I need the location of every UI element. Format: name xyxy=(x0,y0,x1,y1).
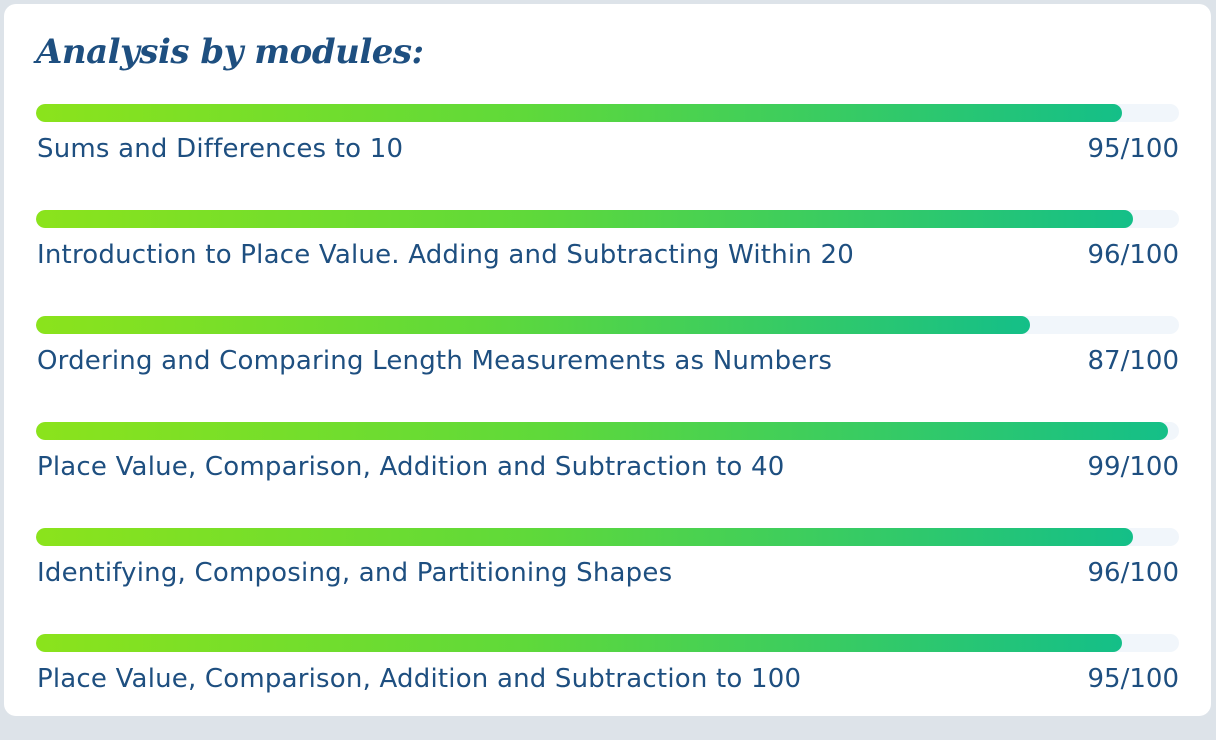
module-score: 95/100 xyxy=(1087,134,1179,164)
progress-fill xyxy=(36,104,1122,122)
module-score: 99/100 xyxy=(1087,452,1179,482)
module-row: Sums and Differences to 10 95/100 xyxy=(36,104,1179,210)
module-row: Place Value, Comparison, Addition and Su… xyxy=(36,634,1179,740)
module-list: Sums and Differences to 10 95/100 Introd… xyxy=(36,104,1179,740)
progress-track xyxy=(36,210,1179,228)
module-score: 96/100 xyxy=(1087,558,1179,588)
progress-fill xyxy=(36,634,1122,652)
progress-fill xyxy=(36,422,1168,440)
module-row: Ordering and Comparing Length Measuremen… xyxy=(36,316,1179,422)
progress-track xyxy=(36,634,1179,652)
card-title: Analysis by modules: xyxy=(36,32,424,72)
module-score: 95/100 xyxy=(1087,664,1179,694)
module-score: 87/100 xyxy=(1087,346,1179,376)
module-row: Identifying, Composing, and Partitioning… xyxy=(36,528,1179,634)
progress-fill xyxy=(36,316,1031,334)
progress-fill xyxy=(36,210,1134,228)
module-score: 96/100 xyxy=(1087,240,1179,270)
progress-track xyxy=(36,422,1179,440)
module-row: Introduction to Place Value. Adding and … xyxy=(36,210,1179,316)
progress-fill xyxy=(36,528,1134,546)
module-name: Place Value, Comparison, Addition and Su… xyxy=(37,664,802,694)
module-name: Sums and Differences to 10 xyxy=(37,134,404,164)
module-name: Identifying, Composing, and Partitioning… xyxy=(37,558,673,588)
module-analysis-card: Analysis by modules: Sums and Difference… xyxy=(4,4,1211,716)
progress-track xyxy=(36,316,1179,334)
module-name: Ordering and Comparing Length Measuremen… xyxy=(37,346,833,376)
progress-track xyxy=(36,104,1179,122)
module-row: Place Value, Comparison, Addition and Su… xyxy=(36,422,1179,528)
progress-track xyxy=(36,528,1179,546)
module-name: Introduction to Place Value. Adding and … xyxy=(37,240,854,270)
module-name: Place Value, Comparison, Addition and Su… xyxy=(37,452,785,482)
